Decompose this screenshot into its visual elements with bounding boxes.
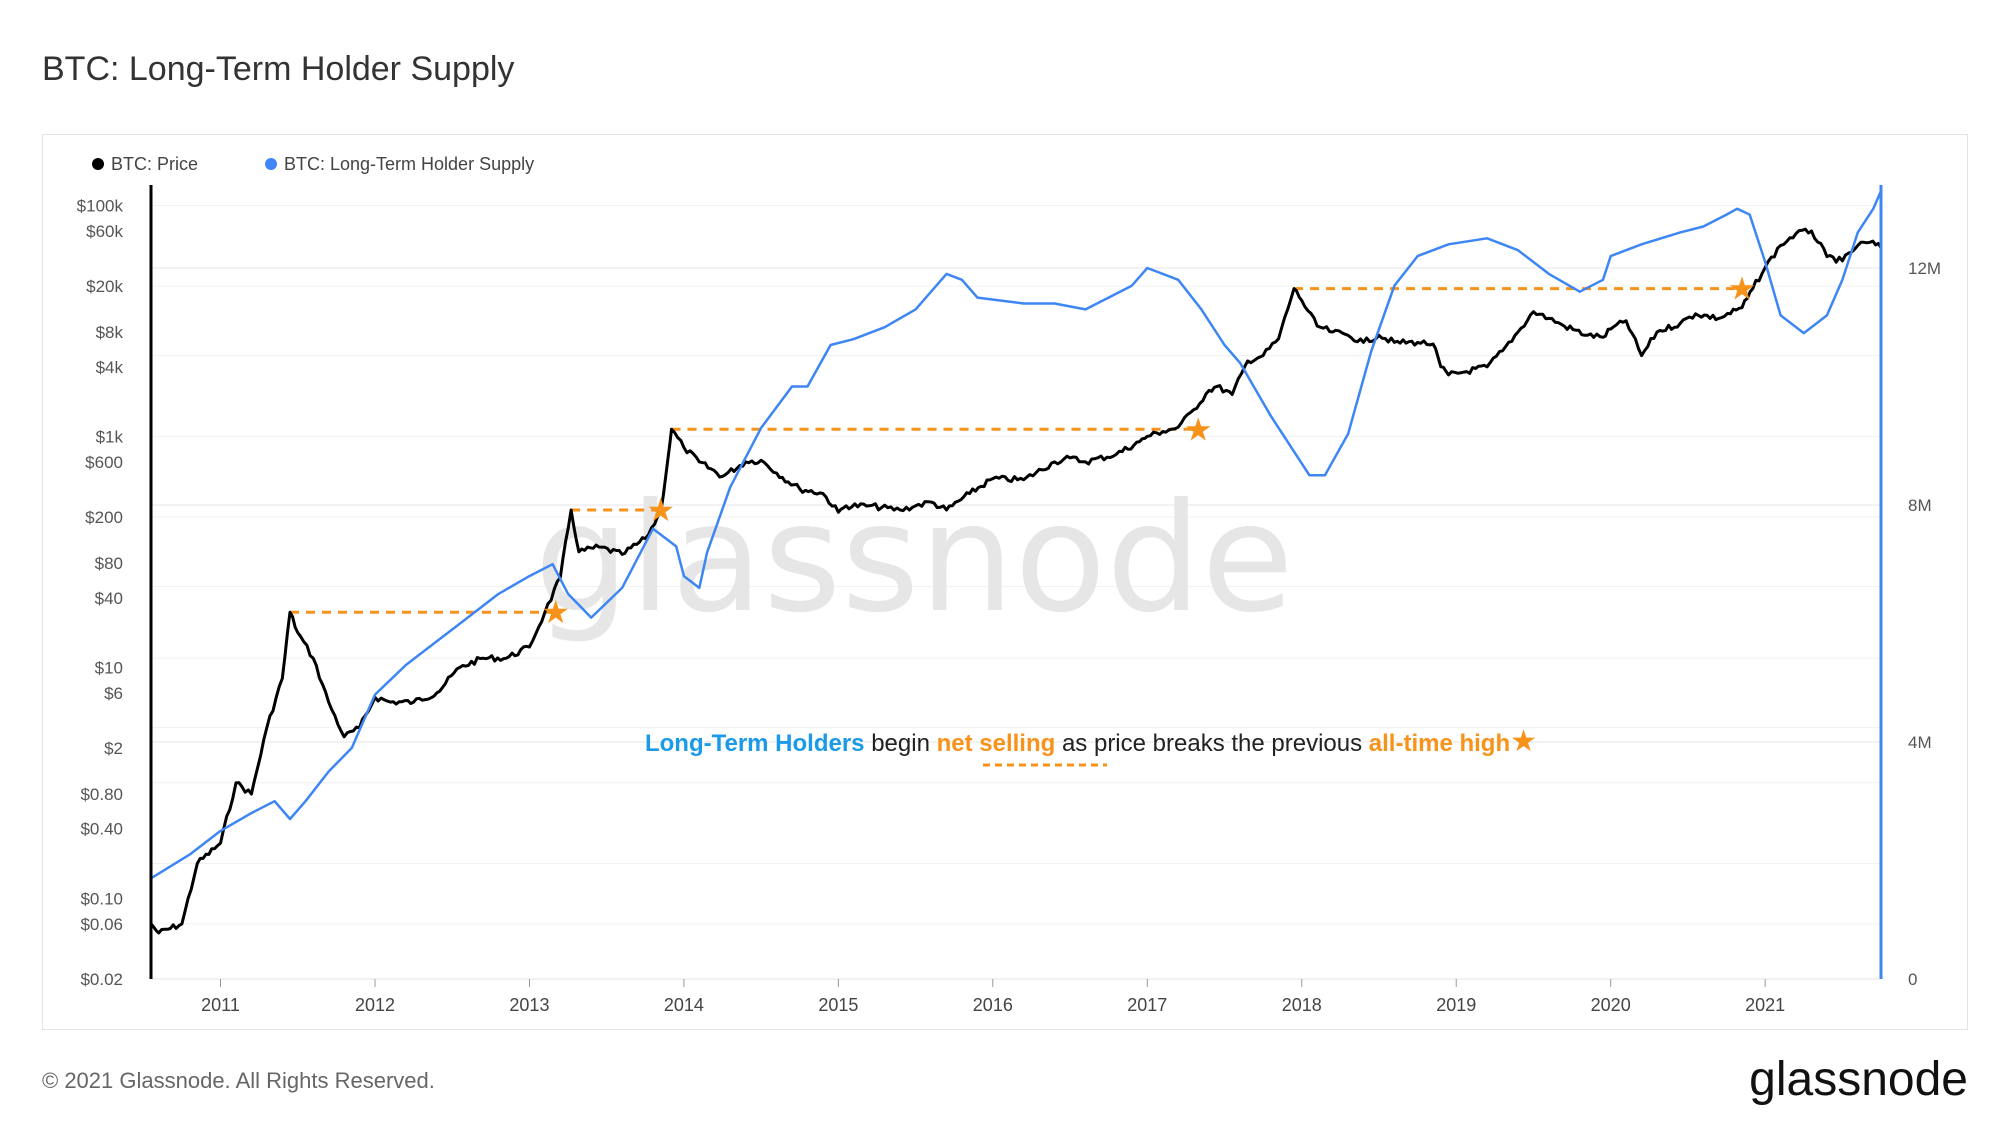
annotation-ath: all-time high xyxy=(1369,730,1510,757)
ath-stars: ★ ★ ★ ★ xyxy=(541,271,1756,631)
x-tick-label: 2015 xyxy=(818,995,858,1015)
glassnode-logo[interactable]: glassnode xyxy=(1749,1053,1968,1106)
y-left-tick-label: $100k xyxy=(77,196,124,215)
x-tick-label: 2019 xyxy=(1436,995,1476,1015)
series-lines xyxy=(149,190,1883,935)
x-tick-label: 2017 xyxy=(1127,995,1167,1015)
ath-star-icon: ★ xyxy=(646,492,675,528)
chart: glassnode ★★★★ $100k$60k$20k$8k$4k$1k$60… xyxy=(77,154,1941,1015)
page-title: BTC: Long-Term Holder Supply xyxy=(42,50,515,88)
copyright-text: © 2021 Glassnode. All Rights Reserved. xyxy=(42,1068,435,1093)
annotation-net-selling: net selling xyxy=(937,730,1056,757)
annotation-ltl: Long-Term Holders xyxy=(645,730,865,757)
x-tick-label: 2014 xyxy=(664,995,704,1015)
x-tick-label: 2021 xyxy=(1745,995,1785,1015)
legend-price-label: BTC: Price xyxy=(111,154,198,174)
y-left-tick-label: $10 xyxy=(95,658,123,677)
y-left-tick-label: $4k xyxy=(96,358,124,377)
y-right-tick-label: 4M xyxy=(1908,733,1932,752)
legend-price-dot xyxy=(92,158,104,170)
y-left-tick-label: $20k xyxy=(86,277,123,296)
y-left-tick-label: $40 xyxy=(95,589,123,608)
ath-star-icon: ★ xyxy=(541,594,570,630)
ath-star-icon: ★ xyxy=(1184,411,1213,447)
y-left-tick-label: $0.02 xyxy=(80,970,123,989)
y-right-tick-label: 0 xyxy=(1908,970,1917,989)
annotation-star-icon: ★ xyxy=(1510,725,1537,758)
annotation-text: Long-Term Holders begin net selling as p… xyxy=(645,725,1537,758)
y-right-tick-label: 8M xyxy=(1908,496,1932,515)
watermark: glassnode xyxy=(534,472,1293,646)
y-left-tick-label: $600 xyxy=(85,453,123,472)
x-tick-label: 2016 xyxy=(973,995,1013,1015)
grid-lines xyxy=(151,204,1881,980)
legend: BTC: Price BTC: Long-Term Holder Supply xyxy=(92,154,534,174)
y-left-tick-label: $8k xyxy=(96,323,124,342)
chart-frame: glassnode ★ ★ ★ ★ $100k $60k $20k $8k $4k $1k $60… xyxy=(42,134,1968,1030)
axes: $100k $60k $20k $8k $4k $1k $600 $200 $80 $40 $10 $… xyxy=(77,185,1941,1015)
lth-supply-line xyxy=(150,190,1883,880)
y-right-tick-label: 12M xyxy=(1908,259,1941,278)
y-left-tick-label: $0.40 xyxy=(80,820,123,839)
x-tick-label: 2020 xyxy=(1591,995,1631,1015)
y-left-tick-label: $80 xyxy=(95,554,123,573)
y-left-tick-label: $6 xyxy=(104,684,123,703)
legend-supply-label: BTC: Long-Term Holder Supply xyxy=(284,154,534,174)
y-left-tick-label: $0.80 xyxy=(80,785,123,804)
y-left-tick-label: $0.10 xyxy=(80,889,123,908)
legend-supply-dot xyxy=(265,158,277,170)
x-tick-label: 2013 xyxy=(509,995,549,1015)
y-left-tick-label: $1k xyxy=(96,427,124,446)
annotation-begin: begin xyxy=(865,730,937,757)
annotation-middle: as price breaks the previous xyxy=(1055,730,1369,757)
x-tick-label: 2012 xyxy=(355,995,395,1015)
y-left-tick-label: $2 xyxy=(104,739,123,758)
y-left-tick-label: $0.06 xyxy=(80,915,123,934)
ath-star-icon: ★ xyxy=(1728,271,1757,307)
x-tick-label: 2018 xyxy=(1282,995,1322,1015)
price-line xyxy=(149,227,1883,935)
y-left-tick-label: $60k xyxy=(86,222,123,241)
y-left-tick-label: $200 xyxy=(85,508,123,527)
x-tick-label: 2011 xyxy=(201,995,240,1015)
